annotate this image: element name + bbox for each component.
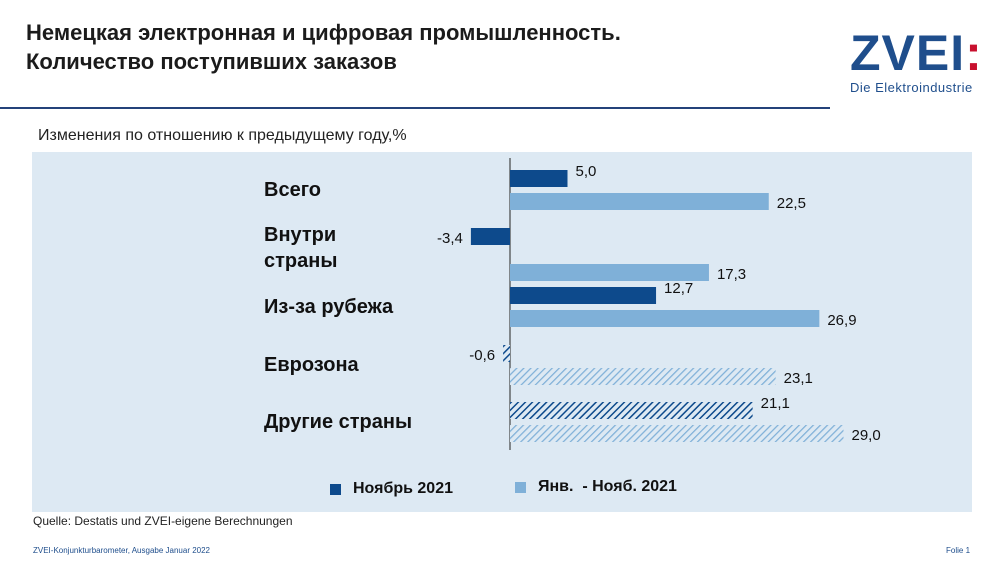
data-label: -3,4 [437, 230, 463, 247]
bar [510, 170, 568, 187]
bar [510, 193, 769, 210]
data-label: 23,1 [784, 370, 813, 387]
logo-tagline: Die Elektroindustrie [850, 80, 973, 95]
data-label: -0,6 [469, 347, 495, 364]
bar [510, 310, 820, 327]
bar [503, 345, 510, 362]
category-label: Еврозона [264, 354, 360, 376]
data-label: 21,1 [761, 395, 790, 412]
category-label-line: Еврозона [264, 354, 360, 376]
logo-mark-text: ZVEI [850, 25, 966, 81]
category-label-line: Всего [264, 179, 321, 201]
category-label: Внутри страны [264, 224, 337, 272]
footer-publication: ZVEI-Konjunkturbarometer, Ausgabe Januar… [33, 546, 210, 555]
logo-mark: ZVEI: [850, 28, 990, 78]
legend-item-jan-nov: Янв. - Нояб. 2021 [515, 478, 677, 496]
title-line-2: Количество поступивших заказов [26, 49, 397, 74]
category-label-line: страны [264, 250, 337, 272]
bar-chart: Всего 5,0 22,5 Внутри страны -3,4 17,3 Из-за ру… [264, 158, 881, 450]
bar [470, 228, 510, 245]
page-title: Немецкая электронная и цифровая промышле… [26, 18, 621, 76]
bar [510, 264, 709, 281]
data-label: 12,7 [664, 280, 693, 297]
legend-swatch-november [330, 483, 341, 495]
data-label: 17,3 [717, 266, 746, 283]
data-label: 26,9 [827, 312, 856, 329]
category-label-line: Другие страны [264, 411, 412, 433]
bar [510, 368, 776, 385]
category-label: Другие страны [264, 411, 412, 433]
title-line-1: Немецкая электронная и цифровая промышле… [26, 20, 621, 45]
data-label: 5,0 [576, 163, 597, 180]
legend-label-jan-nov: Янв. - Нояб. 2021 [538, 478, 677, 495]
zvei-logo: ZVEI: Die Elektroindustrie [850, 28, 990, 95]
source-note: Quelle: Destatis und ZVEI-eigene Berechn… [33, 514, 293, 528]
category-label: Из-за рубежа [264, 296, 394, 318]
logo-mark-colon: : [965, 25, 983, 81]
legend-label-november: Ноябрь 2021 [353, 480, 453, 497]
data-label: 22,5 [777, 195, 806, 212]
data-label: 29,0 [852, 427, 881, 444]
bar [510, 402, 753, 419]
legend-swatch-jan-nov [515, 481, 526, 493]
chart-subtitle: Изменения по отношению к предыдущему год… [38, 127, 407, 144]
bar [510, 425, 844, 442]
chart-panel: Всего 5,0 22,5 Внутри страны -3,4 17,3 Из-за ру… [32, 152, 972, 512]
legend-item-november: Ноябрь 2021 [330, 480, 453, 498]
category-label-line: Внутри [264, 224, 336, 246]
footer-slide-number: Folie 1 [946, 546, 971, 555]
bar [510, 287, 657, 304]
category-label: Всего [264, 179, 321, 201]
category-label-line: Из-за рубежа [264, 296, 394, 318]
header-divider [0, 107, 830, 109]
